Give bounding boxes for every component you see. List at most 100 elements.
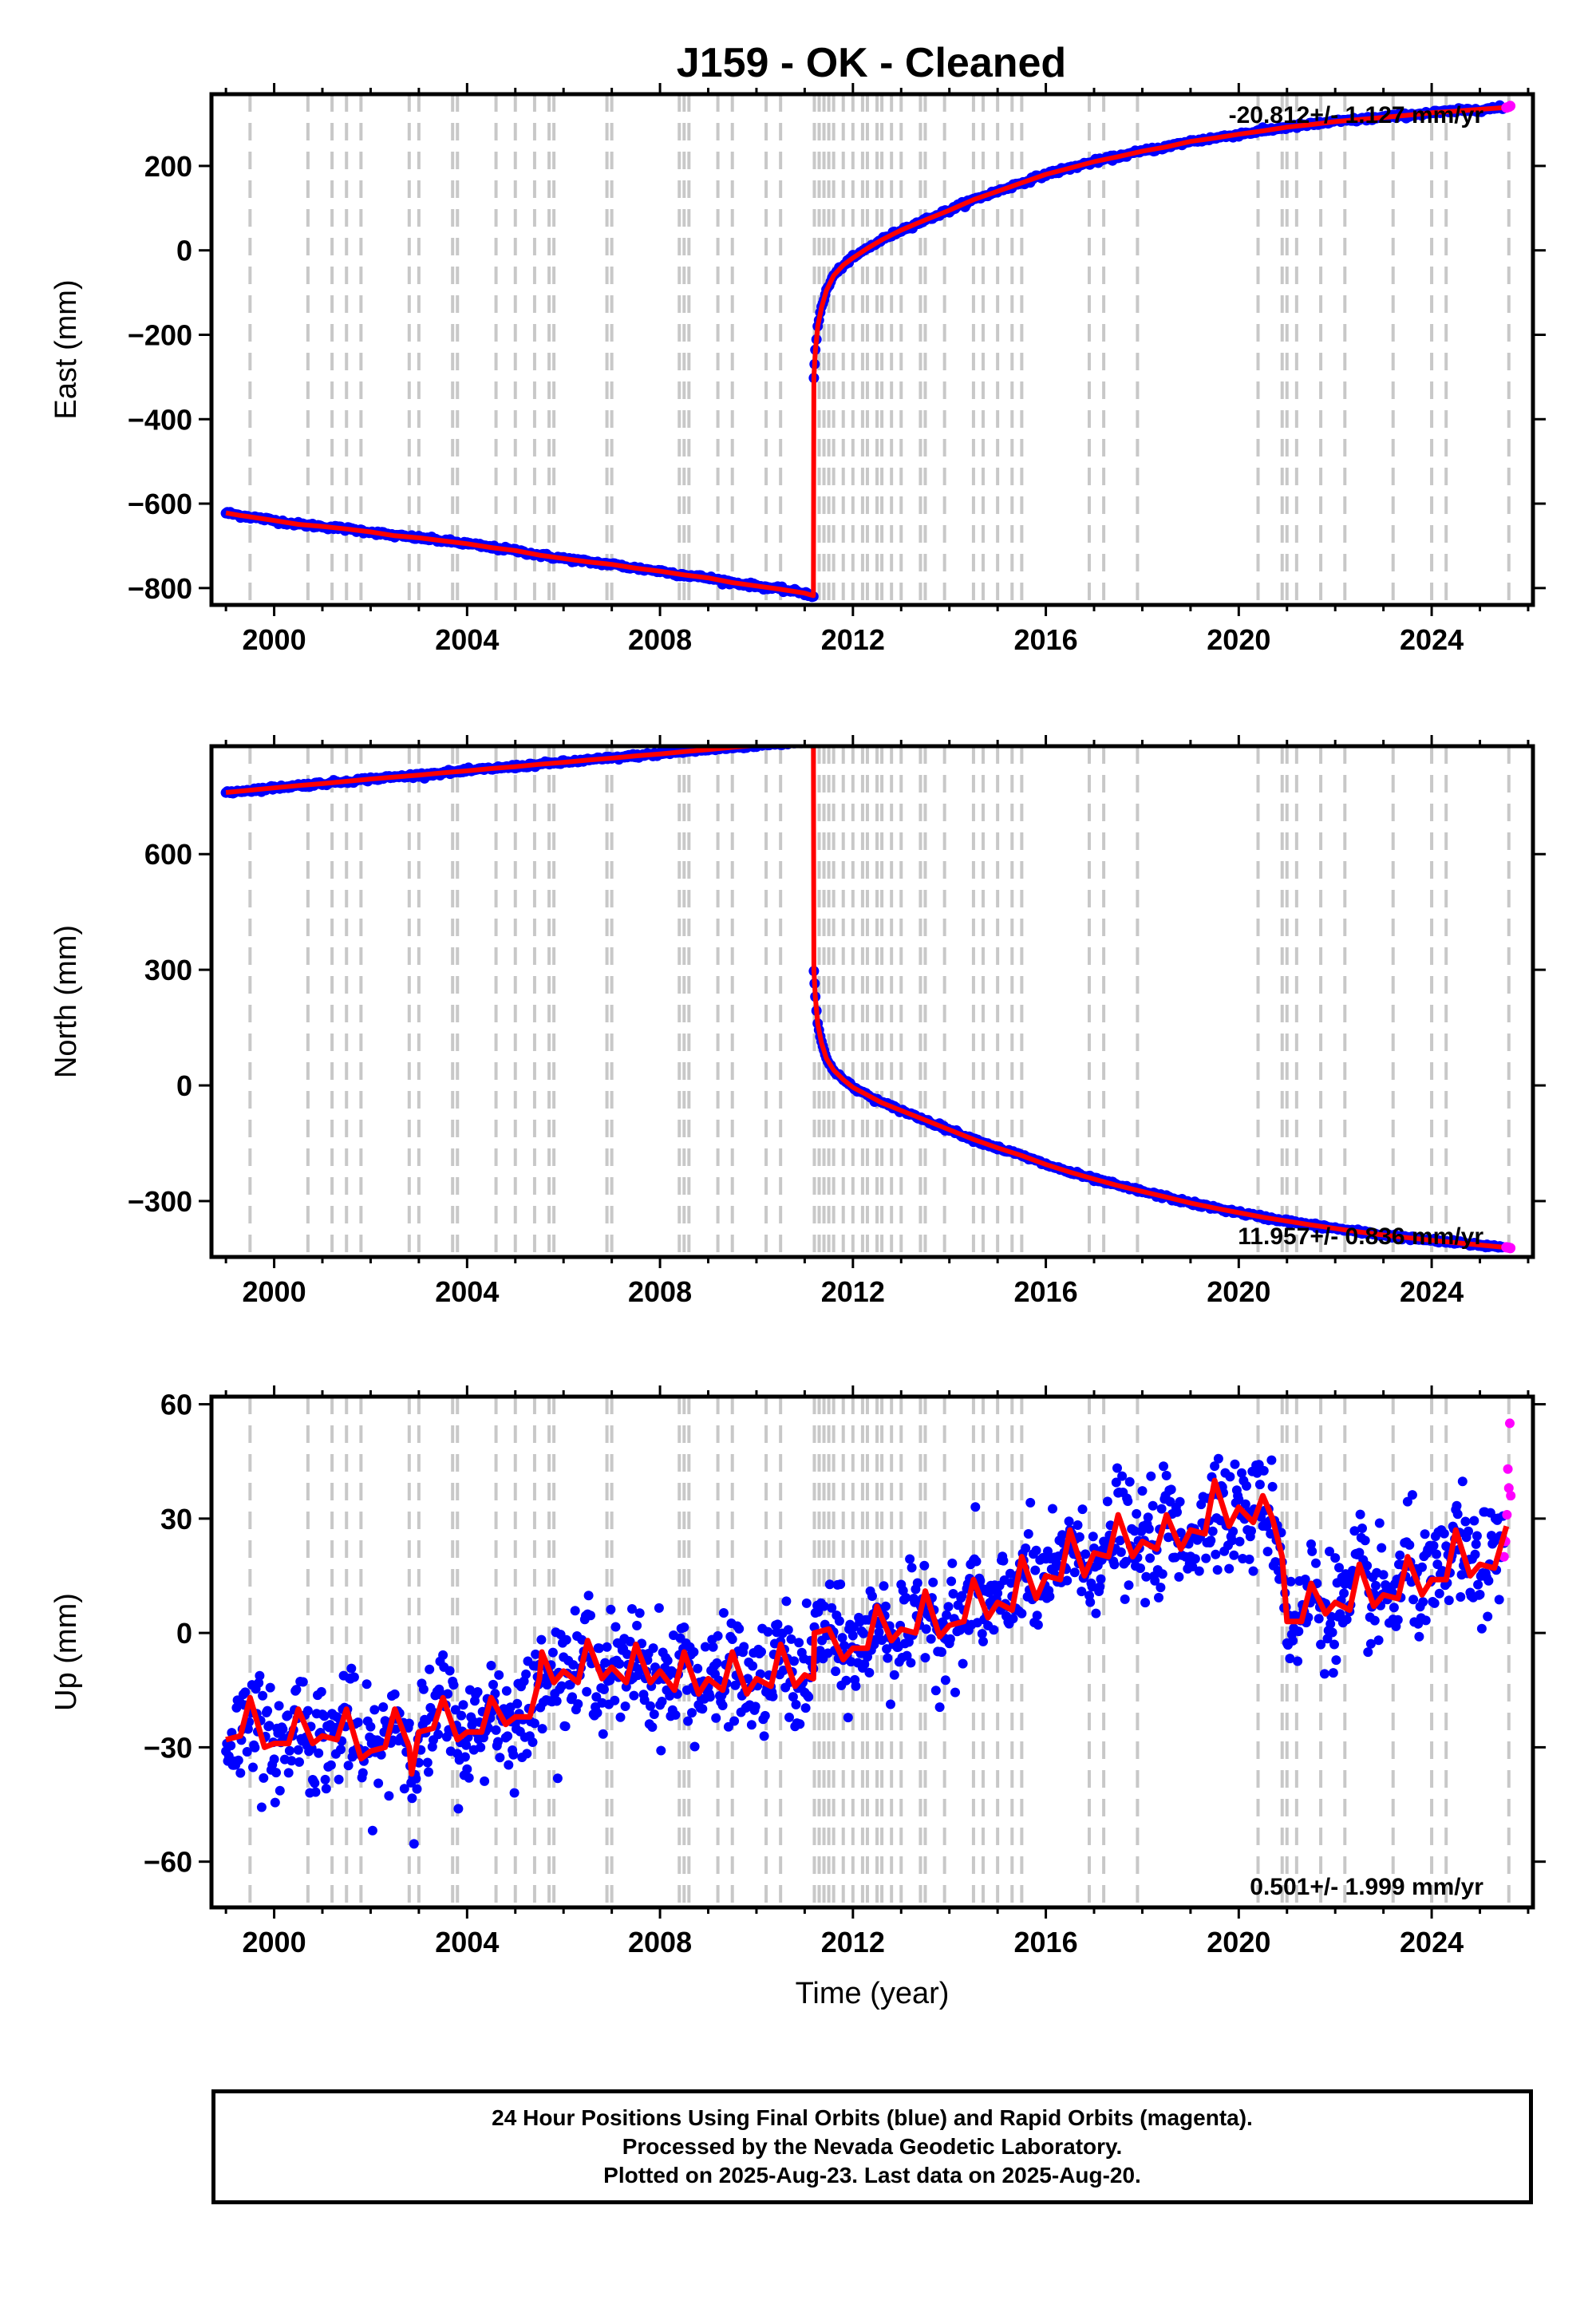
- data-point: [265, 1682, 275, 1693]
- x-axis-label: Time (year): [796, 1977, 950, 2010]
- data-point: [1408, 1595, 1419, 1605]
- data-point: [1475, 1590, 1485, 1599]
- data-point: [946, 1576, 957, 1587]
- data-point: [1371, 1580, 1381, 1591]
- data-point: [1270, 1557, 1281, 1567]
- data-point: [656, 1745, 666, 1756]
- data-point: [743, 1674, 753, 1684]
- data-point: [970, 1502, 981, 1512]
- data-point: [282, 1710, 293, 1721]
- data-point: [958, 1658, 968, 1669]
- data-point: [1143, 1512, 1153, 1523]
- data-point: [486, 1661, 496, 1670]
- data-point: [851, 1681, 861, 1691]
- data-point: [1062, 1575, 1073, 1586]
- data-point: [456, 1710, 467, 1721]
- y-tick-label: −60: [144, 1846, 192, 1879]
- footer-line-3: Plotted on 2025-Aug-23. Last data on 202…: [603, 2163, 1141, 2188]
- data-point: [1124, 1476, 1135, 1487]
- data-point: [789, 1656, 800, 1666]
- data-point: [255, 1670, 265, 1681]
- data-point: [859, 1659, 870, 1670]
- data-point: [1069, 1567, 1080, 1578]
- data-point: [547, 1647, 558, 1658]
- data-point: [598, 1729, 608, 1739]
- data-point: [950, 1687, 960, 1698]
- x-tick-label: 2000: [243, 1926, 306, 1958]
- x-tick-label: 2000: [243, 623, 306, 656]
- data-point: [319, 1711, 330, 1721]
- data-point: [302, 1705, 313, 1716]
- y-tick-label: 0: [176, 235, 192, 267]
- data-point: [259, 1773, 269, 1783]
- data-point: [919, 1560, 930, 1571]
- plot-area: [221, 1397, 1516, 1907]
- data-point: [1234, 1494, 1244, 1504]
- data-point: [717, 1701, 728, 1710]
- data-point: [460, 1752, 470, 1762]
- data-point: [369, 1705, 380, 1715]
- data-point: [1325, 1618, 1336, 1629]
- panel-north: 2000 2004 2008 2012 2016 2020 2024 −300 0 300 600 N…: [49, 735, 1546, 1308]
- data-point: [788, 1692, 798, 1702]
- data-point: [504, 1760, 514, 1770]
- data-point: [943, 1602, 954, 1612]
- data-point: [1141, 1571, 1152, 1582]
- data-point: [815, 1646, 825, 1656]
- data-point: [1314, 1614, 1324, 1624]
- data-point: [1017, 1608, 1027, 1618]
- x-tick-label: 2012: [821, 1275, 885, 1308]
- data-point: [1146, 1471, 1156, 1481]
- data-point: [353, 1717, 363, 1728]
- data-point: [864, 1667, 875, 1678]
- data-point: [407, 1793, 417, 1804]
- data-point: [1154, 1592, 1163, 1603]
- x-tick-label: 2004: [435, 1926, 499, 1958]
- data-point: [1005, 1568, 1015, 1579]
- data-point: [269, 1754, 279, 1765]
- data-point: [591, 1692, 602, 1702]
- data-point: [1483, 1575, 1494, 1586]
- data-point: [1156, 1504, 1167, 1514]
- data-point: [819, 1601, 829, 1611]
- data-point: [491, 1725, 501, 1735]
- data-point: [1326, 1611, 1337, 1622]
- data-point: [1025, 1497, 1036, 1508]
- data-point: [283, 1768, 294, 1778]
- data-point: [242, 1747, 252, 1757]
- data-point: [1452, 1509, 1463, 1520]
- data-point: [689, 1647, 699, 1657]
- data-point: [448, 1680, 459, 1690]
- data-point: [321, 1784, 331, 1794]
- plot-frame: [209, 92, 1535, 607]
- data-point: [1331, 1655, 1341, 1666]
- data-point: [693, 1663, 703, 1674]
- data-point: [1244, 1554, 1254, 1564]
- data-point: [570, 1606, 580, 1616]
- y-tick-label: −400: [128, 403, 192, 436]
- data-point: [1156, 1583, 1166, 1593]
- data-point: [527, 1737, 538, 1747]
- x-tick-label: 2012: [821, 1926, 885, 1958]
- data-point: [1077, 1504, 1088, 1515]
- data-point: [602, 1642, 612, 1652]
- data-point: [945, 1634, 955, 1644]
- data-point: [750, 1701, 760, 1712]
- data-point: [948, 1589, 958, 1599]
- data-point: [648, 1643, 658, 1654]
- data-point: [610, 1622, 621, 1632]
- data-point: [349, 1672, 359, 1682]
- data-point: [512, 1698, 523, 1709]
- data-point: [1285, 1654, 1295, 1664]
- data-point: [551, 1696, 562, 1706]
- data-point: [1393, 1615, 1403, 1625]
- data-point: [837, 1633, 847, 1643]
- y-tick-label: 0: [176, 1617, 192, 1650]
- y-tick-label: 0: [176, 1069, 192, 1102]
- data-point: [689, 1741, 700, 1752]
- data-point: [1402, 1496, 1412, 1507]
- x-tick-label: 2008: [628, 623, 692, 656]
- data-point: [1319, 1669, 1329, 1679]
- data-point: [1311, 1558, 1321, 1568]
- data-point: [859, 1628, 869, 1638]
